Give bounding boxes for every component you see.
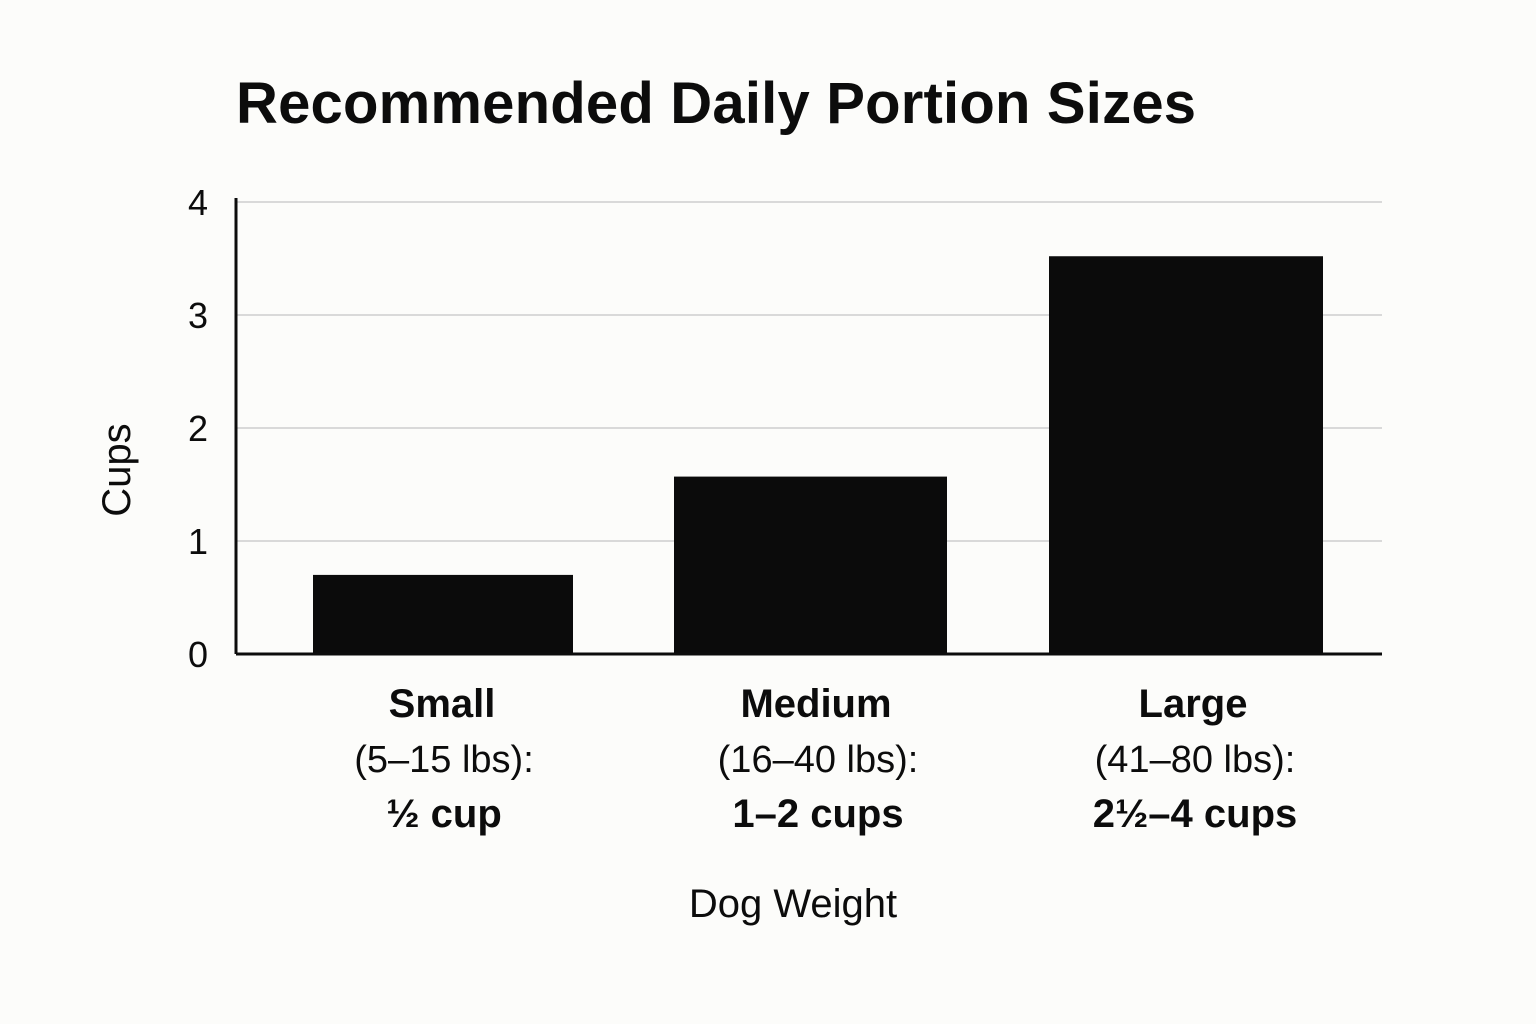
y-tick-label: 0 xyxy=(188,634,208,675)
axes xyxy=(234,198,1382,656)
category-range: (5–15 lbs): xyxy=(354,739,534,781)
chart-title: Recommended Daily Portion Sizes xyxy=(236,71,1197,136)
y-tick-label: 4 xyxy=(188,182,208,223)
bars xyxy=(313,256,1323,654)
category-range: (16–40 lbs): xyxy=(718,739,919,781)
y-tick-label: 3 xyxy=(188,295,208,336)
bar-small xyxy=(313,574,573,654)
category-name: Small xyxy=(389,682,496,726)
bar-medium xyxy=(674,476,947,654)
category-name: Medium xyxy=(740,682,891,726)
y-tick-label: 1 xyxy=(188,521,208,562)
category-portion: 1–2 cups xyxy=(732,792,903,836)
category-portion: 2½–4 cups xyxy=(1093,792,1298,836)
bar-large xyxy=(1049,256,1323,654)
x-axis-label: Dog Weight xyxy=(689,882,897,926)
x-category-labels: Small (5–15 lbs): ½ cup Medium (16–40 lbs): 1… xyxy=(354,682,1297,836)
category-range: (41–80 lbs): xyxy=(1095,739,1296,781)
y-tick-labels: 0 1 2 3 4 xyxy=(188,182,208,675)
y-tick-label: 2 xyxy=(188,408,208,449)
category-name: Large xyxy=(1139,682,1248,726)
y-axis-label: Cups xyxy=(95,423,139,516)
category-portion: ½ cup xyxy=(386,792,502,836)
